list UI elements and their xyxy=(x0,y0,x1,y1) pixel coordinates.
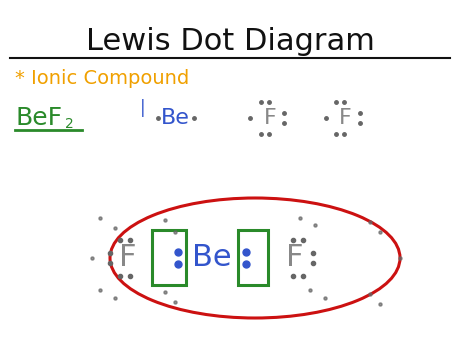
Text: Be: Be xyxy=(161,108,190,128)
Text: F: F xyxy=(119,244,137,273)
Text: F: F xyxy=(264,108,276,128)
Text: 2: 2 xyxy=(65,117,74,131)
Text: Be: Be xyxy=(192,244,232,273)
Text: F: F xyxy=(286,244,304,273)
Text: BeF: BeF xyxy=(15,106,62,130)
Text: F: F xyxy=(338,108,351,128)
Text: |: | xyxy=(140,99,146,117)
Text: Lewis Dot Diagram: Lewis Dot Diagram xyxy=(86,27,374,56)
Text: * Ionic Compound: * Ionic Compound xyxy=(15,69,189,87)
